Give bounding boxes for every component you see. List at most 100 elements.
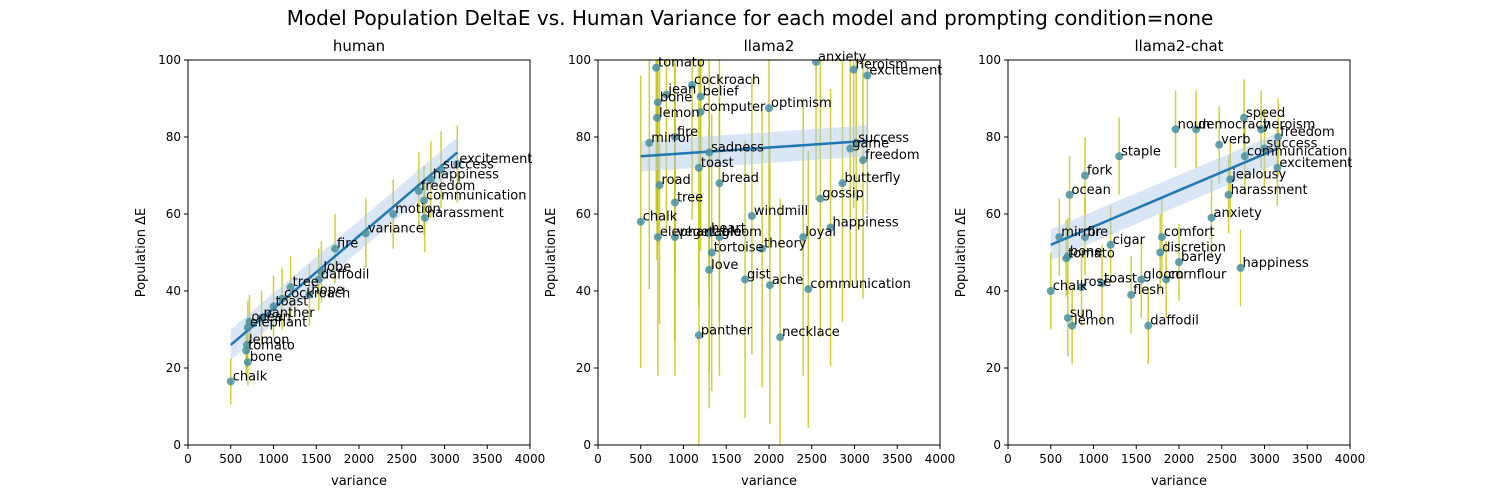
data-point [852, 138, 861, 147]
data-point [1273, 163, 1282, 172]
data-point [1063, 313, 1072, 322]
x-tick-label: 1500 [711, 452, 742, 466]
point-label: noun [1178, 117, 1211, 132]
x-tick-label: 4000 [925, 452, 956, 466]
data-point [245, 317, 254, 326]
data-point [804, 285, 813, 294]
x-tick-label: 0 [594, 452, 602, 466]
x-tick-label: 0 [1004, 452, 1012, 466]
point-label: windmill [754, 204, 808, 219]
regression-line [640, 139, 868, 158]
point-label: lemon [249, 333, 289, 348]
chart-title: llama2 [744, 37, 795, 55]
data-point [1077, 283, 1086, 292]
point-label: barley [1181, 250, 1222, 265]
data-point [694, 331, 703, 340]
data-point [694, 163, 703, 172]
x-tick-label: 1500 [301, 452, 332, 466]
point-label: computer [703, 100, 766, 115]
y-tick-label: 40 [986, 284, 1001, 298]
point-label: success [858, 131, 909, 146]
data-point [278, 294, 287, 303]
point-label: mirror [1061, 225, 1101, 240]
point-label: verb [1221, 133, 1250, 148]
y-tick-label: 40 [166, 284, 181, 298]
data-point [389, 210, 398, 218]
data-point [652, 63, 661, 72]
y-axis-label: Population ΔE [544, 208, 559, 298]
point-label: success [1267, 137, 1318, 152]
data-point [715, 179, 724, 188]
y-tick-label: 0 [173, 438, 181, 452]
y-tick-label: 80 [576, 130, 591, 144]
point-label: happiness [433, 167, 499, 182]
point-label: happiness [1243, 256, 1309, 271]
y-tick-label: 100 [978, 53, 1001, 67]
data-point [812, 60, 821, 66]
point-label: chalk [1053, 279, 1088, 294]
data-point [414, 186, 423, 195]
data-point [1127, 290, 1136, 299]
data-point [838, 179, 847, 188]
data-point [1080, 233, 1089, 242]
data-point [1240, 152, 1249, 161]
x-tick-label: 2500 [1206, 452, 1237, 466]
data-point [816, 194, 825, 203]
data-point [437, 165, 446, 174]
point-label: necklace [782, 325, 840, 340]
point-label: communication [810, 277, 911, 292]
data-point [1106, 240, 1115, 249]
point-label: discretion [1162, 241, 1226, 256]
data-point [799, 233, 808, 242]
data-point [1080, 171, 1089, 180]
data-point [670, 233, 679, 242]
point-label: rose [1084, 275, 1112, 290]
data-point [1224, 190, 1233, 199]
data-point [1257, 125, 1266, 134]
y-axis-label: Population ΔE [954, 208, 969, 298]
data-point [696, 107, 705, 116]
point-label: daffodil [1150, 314, 1199, 329]
y-tick-label: 60 [986, 207, 1001, 221]
x-tick-label: 2000 [754, 452, 785, 466]
point-label: communication [1247, 144, 1348, 159]
point-label: flesh [1133, 283, 1164, 298]
point-label: elephant [660, 225, 717, 240]
point-label: lemon [1074, 314, 1114, 329]
point-label: harassment [1231, 183, 1308, 198]
data-point [696, 92, 705, 101]
x-tick-label: 2000 [344, 452, 375, 466]
point-label: ache [772, 273, 803, 288]
x-tick-label: 4000 [515, 452, 546, 466]
data-point [419, 196, 428, 205]
x-tick-label: 3500 [882, 452, 913, 466]
point-label: tomato [658, 56, 705, 71]
data-point [849, 65, 858, 74]
point-label: daffodil [321, 267, 370, 282]
data-point [1068, 321, 1077, 330]
data-point [670, 198, 679, 207]
point-label: theory [764, 237, 807, 252]
data-point [705, 148, 714, 157]
x-tick-label: 500 [1039, 452, 1062, 466]
x-tick-label: 500 [219, 452, 242, 466]
data-point [242, 340, 251, 349]
point-label: toast [701, 156, 734, 171]
point-label: sun [1070, 306, 1093, 321]
point-label: speed [1246, 106, 1285, 121]
data-point [765, 281, 774, 290]
point-label: harassment [427, 206, 504, 221]
x-axis-label: variance [331, 474, 387, 489]
y-tick-label: 60 [576, 207, 591, 221]
point-label: cigar [1113, 233, 1146, 248]
point-label: anxiety [818, 50, 867, 65]
point-label: vegetable [677, 225, 742, 240]
point-label: game [852, 137, 889, 152]
x-tick-label: 1000 [1078, 452, 1109, 466]
data-point [758, 244, 767, 253]
point-label: gist [747, 267, 771, 282]
x-axis-label: variance [1151, 474, 1207, 489]
y-tick-label: 20 [166, 361, 181, 375]
data-point [846, 144, 855, 153]
